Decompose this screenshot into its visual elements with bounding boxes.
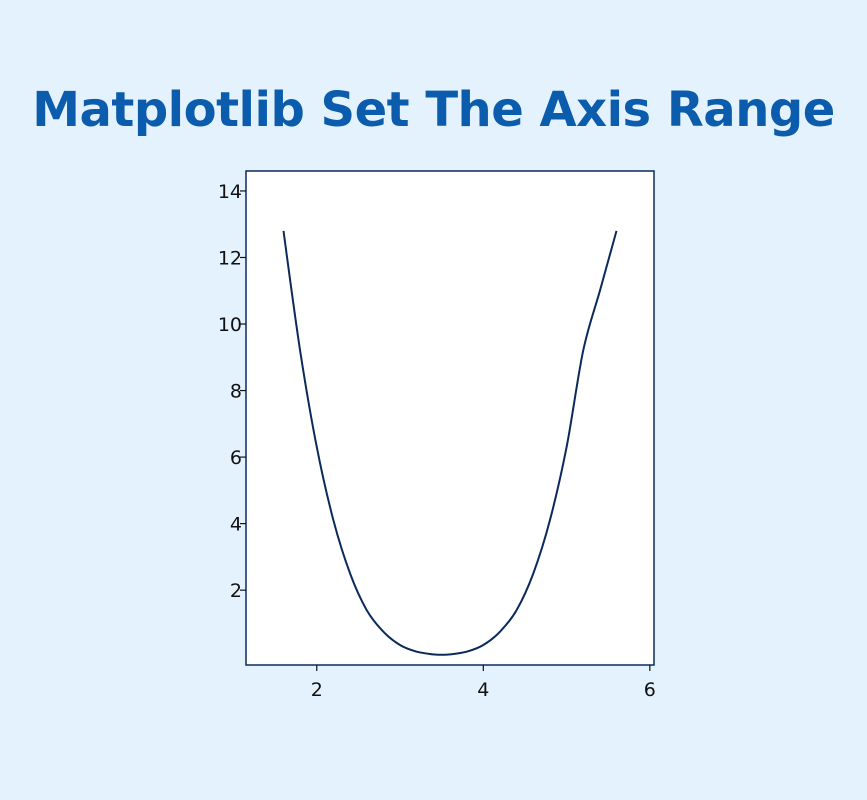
series-line-0 [282, 230, 618, 656]
y-tick-label: 10 [218, 314, 242, 336]
x-tick-label: 2 [311, 679, 323, 701]
series-group [282, 230, 618, 656]
y-tick-label: 2 [230, 580, 242, 602]
y-tick-label: 6 [230, 447, 242, 469]
y-tick-label: 14 [218, 181, 242, 203]
x-tick-label: 6 [644, 679, 656, 701]
chart-title: Matplotlib Set The Axis Range [32, 82, 835, 138]
y-tick-label: 4 [230, 514, 242, 536]
y-axis: 2 4 6 8 10 12 14 [218, 181, 246, 602]
x-axis: 2 4 6 [311, 665, 656, 701]
y-tick-label: 8 [230, 381, 242, 403]
plot-area [245, 170, 655, 666]
y-tick-label: 12 [218, 247, 242, 269]
x-tick-label: 4 [477, 679, 489, 701]
